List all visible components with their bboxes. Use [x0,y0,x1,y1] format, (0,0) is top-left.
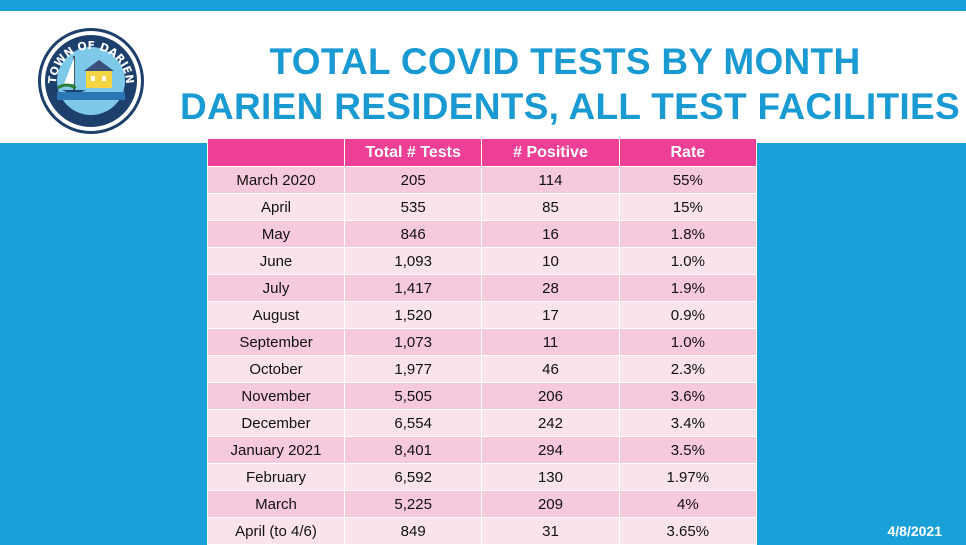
cell-month: December [207,409,345,437]
cell-total-tests: 1,977 [343,355,483,383]
table-row: January 2021 8,401 294 3.5% [207,436,758,464]
cell-rate: 15% [618,193,758,221]
table-row: August 1,520 17 0.9% [207,301,758,329]
cell-month: June [207,247,345,275]
table-header-row: Total # Tests # Positive Rate [207,138,758,167]
cell-month: February [207,463,345,491]
cell-month: March 2020 [207,166,345,194]
table-row: March 5,225 209 4% [207,490,758,518]
cell-rate: 4% [618,490,758,518]
slide-date: 4/8/2021 [887,523,943,539]
cell-rate: 3.6% [618,382,758,410]
column-header-positive: # Positive [481,138,620,167]
covid-tests-table: Total # Tests # Positive Rate March 2020… [207,138,758,545]
cell-positive: 114 [481,166,620,194]
cell-month: April [207,193,345,221]
cell-rate: 3.65% [618,517,758,545]
cell-month: August [207,301,345,329]
cell-total-tests: 1,093 [343,247,483,275]
cell-positive: 294 [481,436,620,464]
cell-rate: 1.0% [618,247,758,275]
table-row: April (to 4/6) 849 31 3.65% [207,517,758,545]
cell-total-tests: 5,505 [343,382,483,410]
cell-positive: 28 [481,274,620,302]
cell-month: July [207,274,345,302]
title-line-2: DARIEN RESIDENTS, ALL TEST FACILITIES [180,86,960,127]
table-row: April 535 85 15% [207,193,758,221]
cell-positive: 10 [481,247,620,275]
table-row: February 6,592 130 1.97% [207,463,758,491]
cell-month: May [207,220,345,248]
table-row: October 1,977 46 2.3% [207,355,758,383]
cell-total-tests: 205 [343,166,483,194]
cell-positive: 85 [481,193,620,221]
column-header-rate: Rate [618,138,758,167]
cell-rate: 3.5% [618,436,758,464]
cell-month: January 2021 [207,436,345,464]
page-title: TOTAL COVID TESTS BY MONTH DARIEN RESIDE… [180,39,960,129]
cell-total-tests: 8,401 [343,436,483,464]
cell-total-tests: 846 [343,220,483,248]
cell-rate: 0.9% [618,301,758,329]
cell-total-tests: 1,073 [343,328,483,356]
cell-rate: 1.9% [618,274,758,302]
cell-rate: 1.8% [618,220,758,248]
cell-positive: 31 [481,517,620,545]
cell-positive: 16 [481,220,620,248]
town-seal-logo: TOWN OF DARIEN [38,28,144,134]
cell-total-tests: 1,520 [343,301,483,329]
cell-positive: 130 [481,463,620,491]
table-row: November 5,505 206 3.6% [207,382,758,410]
cell-month: October [207,355,345,383]
table-row: June 1,093 10 1.0% [207,247,758,275]
table-row: May 846 16 1.8% [207,220,758,248]
column-header-month [207,138,345,167]
cell-positive: 46 [481,355,620,383]
header-band: TOWN OF DARIEN TOTAL COVID TESTS BY MONT… [0,11,966,143]
table-row: July 1,417 28 1.9% [207,274,758,302]
cell-month: March [207,490,345,518]
cell-positive: 242 [481,409,620,437]
table-row: December 6,554 242 3.4% [207,409,758,437]
cell-rate: 1.0% [618,328,758,356]
cell-rate: 55% [618,166,758,194]
table-row: September 1,073 11 1.0% [207,328,758,356]
cell-month: April (to 4/6) [207,517,345,545]
title-line-1: TOTAL COVID TESTS BY MONTH [269,41,861,82]
cell-month: September [207,328,345,356]
table-row: March 2020 205 114 55% [207,166,758,194]
cell-month: November [207,382,345,410]
top-stripe [0,0,966,11]
cell-rate: 3.4% [618,409,758,437]
cell-positive: 206 [481,382,620,410]
cell-total-tests: 1,417 [343,274,483,302]
cell-total-tests: 849 [343,517,483,545]
cell-total-tests: 5,225 [343,490,483,518]
cell-positive: 17 [481,301,620,329]
cell-total-tests: 6,592 [343,463,483,491]
cell-total-tests: 535 [343,193,483,221]
cell-total-tests: 6,554 [343,409,483,437]
cell-rate: 2.3% [618,355,758,383]
cell-positive: 11 [481,328,620,356]
column-header-total-tests: Total # Tests [343,138,483,167]
cell-rate: 1.97% [618,463,758,491]
cell-positive: 209 [481,490,620,518]
